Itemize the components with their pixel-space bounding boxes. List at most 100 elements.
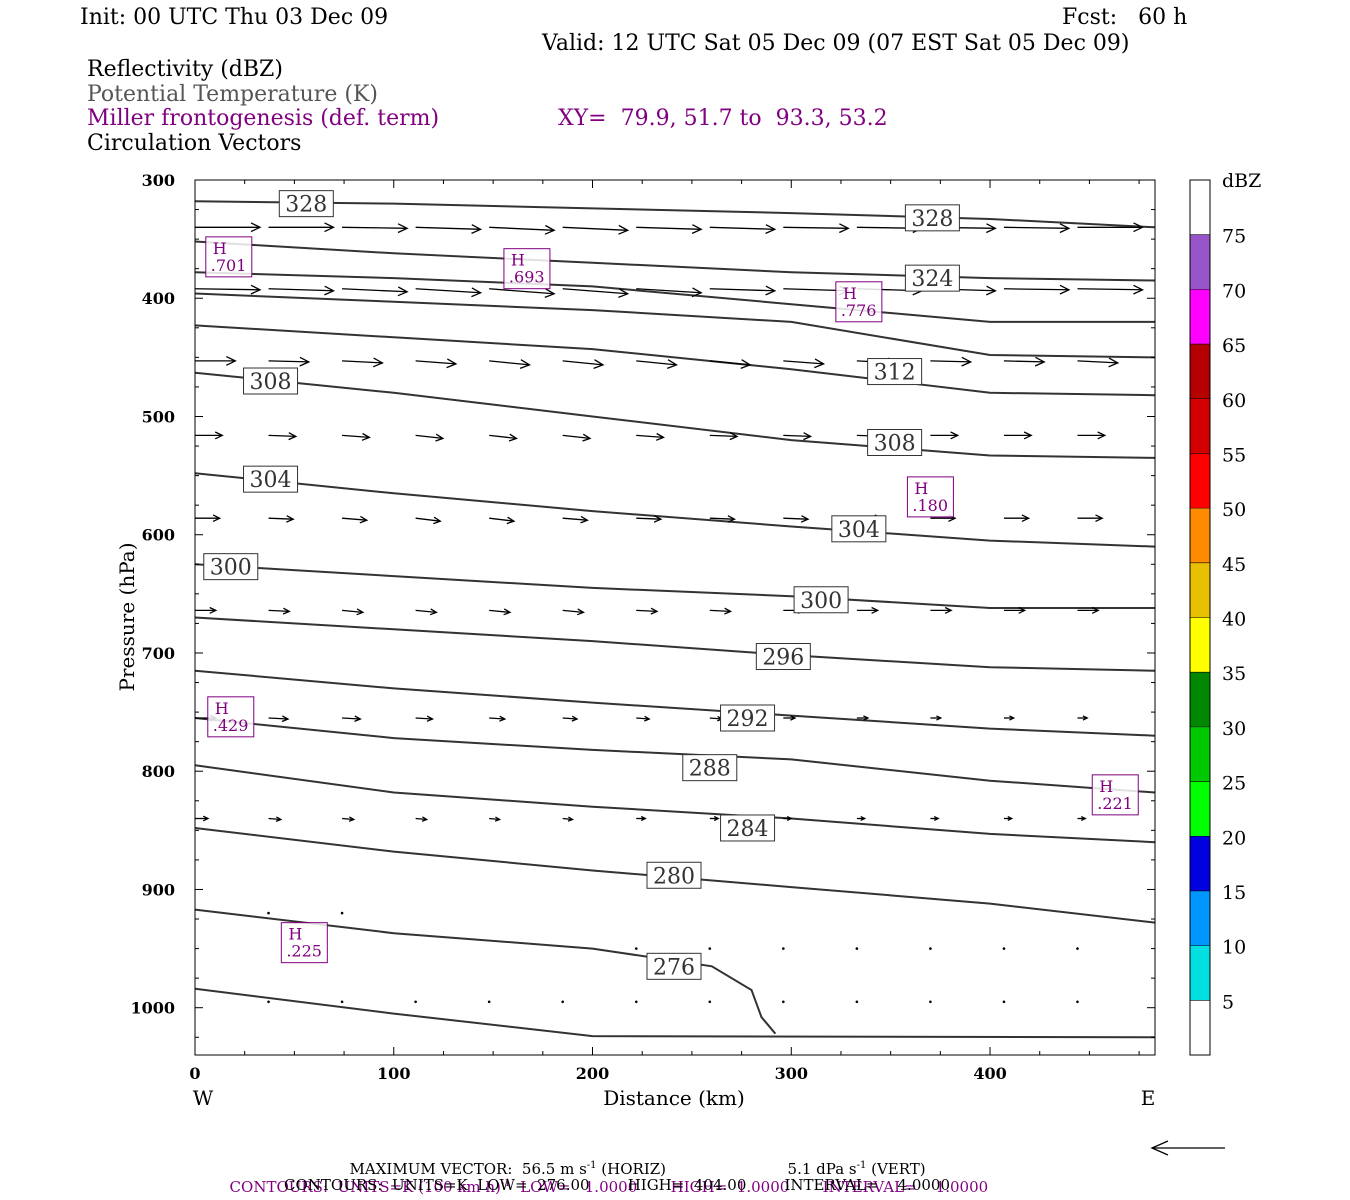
circulation-vector [1003, 431, 1033, 440]
frontogenesis-max-label: H [914, 479, 928, 498]
colorbar-segment [1190, 726, 1210, 782]
colorbar-segment [1190, 836, 1210, 891]
circulation-vector [489, 715, 507, 722]
frontogenesis-max-value: .225 [286, 942, 322, 961]
x-axis-west-label: W [193, 1086, 214, 1110]
contours-fg-exp: -1 [500, 1178, 511, 1189]
circulation-vector [415, 433, 445, 442]
circulation-vector [636, 715, 651, 722]
y-tick-label: 900 [142, 880, 175, 899]
theta-label-text: 300 [800, 589, 842, 614]
frontogenesis-max-value: .180 [912, 496, 948, 515]
circulation-vector [342, 223, 409, 234]
circulation-vectors [194, 222, 1145, 1004]
frontogenesis-max: H.180 [906, 476, 954, 518]
frontogenesis-max: H.701 [205, 236, 253, 278]
y-tick-label: 400 [142, 289, 175, 308]
max-vector-horiz-tag: (HORIZ) [596, 1160, 667, 1178]
vector-dot [1002, 1000, 1006, 1004]
circulation-vector [342, 357, 384, 368]
circulation-vector [636, 359, 678, 370]
field-reflectivity: Reflectivity (dBZ) [87, 57, 283, 82]
circulation-vector [195, 356, 237, 366]
colorbar-label: 70 [1222, 280, 1246, 302]
theta-contour-292-5 [194, 669, 1156, 737]
vector-dot [929, 947, 932, 950]
theta-label-text: 308 [250, 370, 292, 395]
colorbar-segment [1190, 672, 1210, 727]
circulation-vector [1077, 514, 1104, 522]
theta-label: 288 [682, 754, 738, 782]
circulation-vector [562, 433, 592, 442]
circulation-vector [415, 358, 458, 369]
frontogenesis-max-value: .701 [211, 256, 247, 275]
max-vector-line: MAXIMUM VECTOR: 56.5 m s-1 (HORIZ) [340, 1140, 666, 1178]
theta-label-text: 284 [727, 817, 769, 842]
circulation-vector [636, 815, 647, 822]
circulation-vector [268, 285, 335, 296]
vector-dot [855, 1000, 859, 1004]
circulation-vector [489, 433, 518, 442]
y-tick-label: 800 [142, 762, 175, 781]
theta-label: 296 [755, 643, 811, 671]
circulation-vector [1077, 284, 1145, 295]
circulation-vector [709, 285, 777, 296]
circulation-vector [783, 223, 850, 234]
vector-dot [267, 1000, 270, 1004]
theta-label-text: 328 [911, 207, 953, 232]
forecast-hour: Fcst: 60 h [1062, 5, 1188, 30]
theta-label: 284 [720, 814, 776, 842]
max-vector-vert: 5.1 dPa s [787, 1160, 857, 1178]
colorbar-label: 60 [1222, 390, 1246, 412]
circulation-vector [489, 288, 556, 299]
circulation-vector [783, 715, 797, 721]
vector-dot [561, 1000, 565, 1004]
reference-vector [1150, 1140, 1225, 1156]
circulation-vector [342, 715, 362, 723]
circulation-vector [342, 432, 371, 441]
x-tick-label: 400 [973, 1064, 1006, 1083]
frontogenesis-max-label: H [213, 239, 227, 258]
circulation-vector [195, 514, 222, 522]
circulation-vector [636, 515, 663, 523]
circulation-vector [930, 715, 943, 721]
circulation-vector [562, 515, 589, 524]
theta-label-text: 280 [653, 864, 695, 889]
frontogenesis-max-label: H [215, 699, 229, 718]
colorbar-label: 10 [1222, 937, 1246, 959]
circulation-vector [709, 515, 737, 523]
x-axis-east-label: E [1141, 1086, 1156, 1110]
y-tick-label: 300 [142, 171, 175, 190]
init-time: Init: 00 UTC Thu 03 Dec 09 [80, 5, 389, 30]
colorbar-segment [1190, 1000, 1210, 1055]
vector-dot [855, 947, 859, 950]
circulation-vector [1077, 816, 1087, 821]
theta-label: 328 [904, 204, 960, 232]
circulation-vector [268, 432, 298, 441]
circulation-vector [268, 715, 290, 723]
theta-label-text: 276 [653, 955, 695, 980]
colorbar-label: 50 [1222, 499, 1246, 521]
theta-label-text: 304 [250, 468, 292, 493]
axes: 300 400 500 600 700 800 900 1000 0 100 200 300 400 Di… [115, 171, 1155, 1110]
vector-dot [708, 947, 712, 950]
theta-label-text: 308 [874, 432, 916, 457]
colorbar-segment [1190, 234, 1210, 290]
colorbar-segment [1190, 562, 1210, 618]
contours-fg-units: CONTOURS: UNITS=K (100 km h) [229, 1178, 501, 1196]
theta-contour-276-1 [194, 908, 777, 1035]
circulation-vector [195, 431, 224, 440]
circulation-vector [856, 715, 870, 721]
circulation-vector [489, 608, 512, 616]
circulation-vector [562, 715, 579, 722]
circulation-vector [1077, 357, 1120, 368]
frontogenesis-max-label: H [1099, 777, 1113, 796]
theta-contour-324-13 [194, 240, 1156, 282]
circulation-vector [783, 358, 826, 369]
circulation-vector [489, 359, 531, 370]
theta-label: 300 [203, 553, 259, 581]
colorbar-segment [1190, 344, 1210, 399]
frontogenesis-max-value: .693 [509, 268, 545, 287]
